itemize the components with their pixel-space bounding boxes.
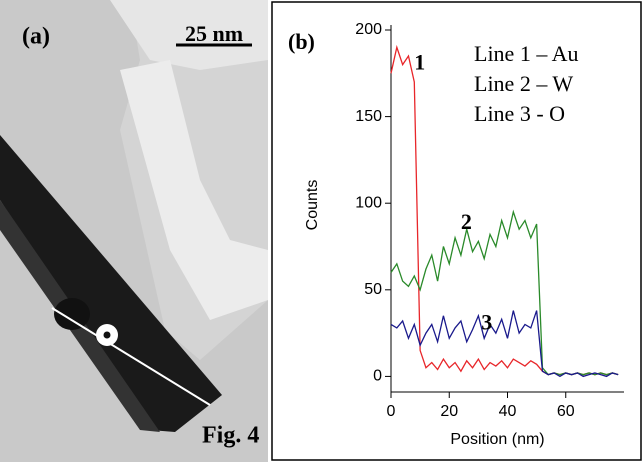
x-tick-label: 60 [557, 403, 575, 420]
y-tick-label: 50 [364, 281, 382, 298]
y-tick-label: 100 [355, 194, 382, 211]
plot: 0 50 100 150 200 0 20 40 60 Position (nm) Counts (b… [288, 21, 624, 448]
annotation: 3 [481, 309, 492, 334]
y-tick-label: 150 [355, 108, 382, 125]
panel-label: (a) [22, 24, 50, 50]
x-tick-label: 0 [387, 403, 396, 420]
panel-frame [271, 1, 642, 461]
scale-bar-label: 25 nm [185, 21, 243, 46]
annotation: 1 [414, 50, 425, 75]
figure-label: Fig. 4 [202, 423, 259, 449]
y-tick-label: 0 [373, 368, 382, 385]
legend-entry: Line 3 - O [474, 101, 565, 126]
series-line [390, 209, 619, 376]
x-axis-label: Position (nm) [450, 431, 544, 448]
annotation: 2 [461, 209, 472, 234]
series-line [390, 310, 619, 378]
tem-image: (a) 25 nm Fig. 4 [0, 0, 268, 462]
x-tick-label: 20 [440, 403, 458, 420]
y-axis-label: Counts [304, 180, 321, 231]
series-line [390, 44, 619, 376]
legend-entry: Line 2 – W [474, 71, 573, 96]
y-tick-label: 200 [355, 21, 382, 38]
chart-title: (b) [288, 29, 315, 54]
legend-entry: Line 1 – Au [474, 41, 579, 66]
x-tick-label: 40 [499, 403, 517, 420]
